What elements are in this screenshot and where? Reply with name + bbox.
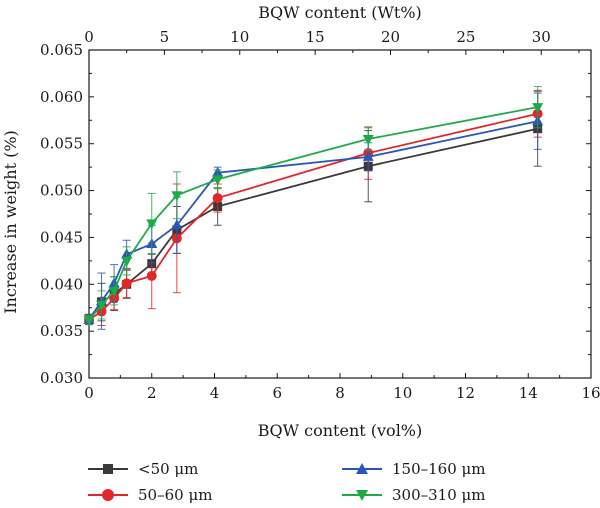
data-point (362, 150, 374, 161)
x-tick-label: 14 (519, 384, 538, 402)
data-point (171, 219, 183, 230)
y-tick-label: 0.050 (40, 182, 83, 200)
legend-item-lt50: <50 μm (88, 460, 198, 478)
legend-marker-triangle-down (342, 490, 382, 501)
y-tick-label: 0.065 (40, 41, 83, 59)
legend-marker-triangle-up (342, 463, 382, 474)
top-x-tick-label: 25 (456, 28, 475, 46)
x-tick-label: 0 (84, 384, 94, 402)
legend-label-lt50: <50 μm (138, 460, 199, 478)
series-line (88, 112, 538, 321)
top-x-tick-label: 30 (532, 28, 551, 46)
y-tick-label: 0.045 (40, 228, 83, 246)
data-point (83, 315, 95, 326)
x-tick-label: 8 (335, 384, 345, 402)
series-1 (84, 89, 543, 327)
top-x-tick-label: 10 (230, 28, 249, 46)
data-point (146, 219, 158, 230)
top-x-tick-label: 5 (160, 28, 170, 46)
data-point (108, 286, 120, 297)
legend-label-300-310: 300–310 μm (392, 486, 486, 504)
data-point (171, 191, 183, 202)
legend: <50 μm 50–60 μm 150–160 μm 300–310 μm (0, 452, 600, 508)
y-tick-label: 0.040 (40, 275, 83, 293)
series-3 (83, 86, 544, 326)
y-axis-label: Increase in weight (%) (1, 130, 20, 314)
data-point (212, 175, 224, 186)
x-tick-label: 10 (393, 384, 412, 402)
y-tick-label: 0.055 (40, 135, 83, 153)
top-x-tick-label: 20 (381, 28, 400, 46)
legend-marker-circle (88, 489, 128, 501)
plot-frame (88, 49, 592, 379)
data-point (96, 300, 108, 311)
y-tick-label: 0.035 (40, 322, 83, 340)
legend-item-150-160: 150–160 μm (342, 460, 486, 478)
x-axis-label: BQW content (vol%) (258, 421, 423, 440)
data-point (121, 256, 133, 267)
chart: 0 2 4 6 8 10 12 14 16 0 5 10 15 20 25 30 0.030 0.035 0.040… (1, 3, 600, 440)
top-x-tick-label: 0 (84, 28, 94, 46)
x-tick-label: 4 (210, 384, 220, 402)
legend-item-50-60: 50–60 μm (88, 486, 212, 504)
y-tick-label: 0.030 (40, 369, 83, 387)
data-point (212, 193, 223, 204)
series-layer (83, 86, 544, 330)
series-line (88, 106, 538, 321)
legend-label-50-60: 50–60 μm (138, 486, 213, 504)
top-x-axis-label: BQW content (Wt%) (258, 3, 422, 22)
x-tick-label: 6 (272, 384, 282, 402)
legend-label-150-160: 150–160 μm (392, 460, 486, 478)
series-0 (84, 90, 543, 325)
data-point (146, 270, 157, 281)
data-point (362, 135, 374, 146)
top-x-tick-label: 15 (306, 28, 325, 46)
legend-marker-square (88, 464, 128, 474)
plot-border (88, 49, 592, 379)
x-tick-label: 16 (581, 384, 600, 402)
series-line (88, 127, 538, 320)
axis-ticks: 0 2 4 6 8 10 12 14 16 0 5 10 15 20 25 30 0.030 0.035 0.040… (40, 28, 600, 402)
data-point (121, 278, 132, 289)
y-tick-label: 0.060 (40, 88, 83, 106)
legend-item-300-310: 300–310 μm (342, 486, 486, 504)
x-tick-label: 12 (456, 384, 475, 402)
x-tick-label: 2 (147, 384, 157, 402)
data-point (532, 103, 544, 114)
